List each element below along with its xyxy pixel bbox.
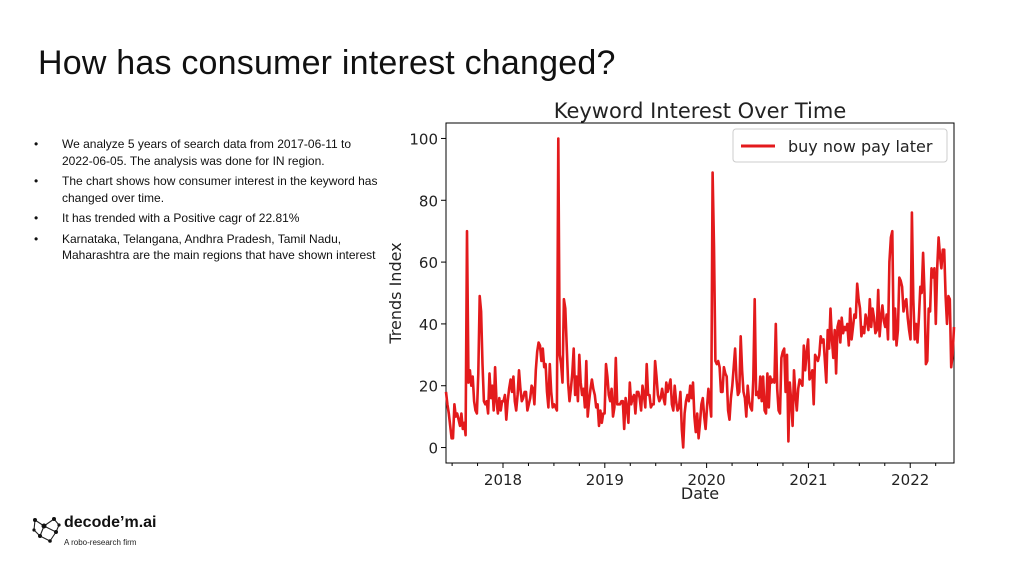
x-tick-label: 2022 xyxy=(891,471,929,489)
bullet-item: • The chart shows how consumer interest i… xyxy=(34,173,379,206)
trend-chart-svg: Keyword Interest Over Time 0 20 40 60 80 100 2… xyxy=(386,99,956,503)
bullet-item: • We analyze 5 years of search data from … xyxy=(34,136,379,169)
company-logo: decode’m.ai A robo-research firm xyxy=(32,512,232,556)
trend-chart: Keyword Interest Over Time 0 20 40 60 80 100 2… xyxy=(380,92,970,512)
bullet-glyph: • xyxy=(34,211,39,225)
plot-frame xyxy=(445,122,955,464)
bullet-item: • Karnataka, Telangana, Andhra Pradesh, T… xyxy=(34,231,379,264)
bullet-text: It has trended with a Positive cagr of 2… xyxy=(62,211,300,225)
bullet-glyph: • xyxy=(34,231,39,246)
y-tick-label: 60 xyxy=(419,254,438,272)
bullet-text: Karnataka, Telangana, Andhra Pradesh, Ta… xyxy=(62,231,376,263)
x-tick-label: 2019 xyxy=(586,471,624,489)
y-tick-label: 20 xyxy=(419,378,438,396)
bullet-text: We analyze 5 years of search data from 2… xyxy=(62,137,352,168)
legend-box xyxy=(732,128,948,163)
bullet-text: The chart shows how consumer interest in… xyxy=(62,174,378,205)
axis-ticks: 0 20 40 60 80 100 2018 2019 2020 2021 2022 xyxy=(409,130,937,489)
slide-title: How has consumer interest changed? xyxy=(38,44,616,82)
series-layer xyxy=(444,137,956,449)
legend-label: buy now pay later xyxy=(788,137,933,156)
x-tick-label: 2021 xyxy=(789,471,827,489)
brain-network-icon xyxy=(32,517,61,543)
logo-wordmark: decode’m.ai xyxy=(64,514,157,531)
bullet-glyph: • xyxy=(34,137,39,151)
series-line-0 xyxy=(444,137,956,449)
chart-title: Keyword Interest Over Time xyxy=(554,99,847,123)
y-tick-label: 0 xyxy=(428,440,438,458)
logo-tagline: A robo-research firm xyxy=(64,538,137,547)
x-tick-label: 2020 xyxy=(688,471,726,489)
y-tick-label: 100 xyxy=(409,130,438,148)
legend: buy now pay later xyxy=(732,128,948,163)
x-tick-label: 2018 xyxy=(484,471,522,489)
bullet-item: • It has trended with a Positive cagr of … xyxy=(34,210,379,227)
bullet-list: • We analyze 5 years of search data from … xyxy=(34,136,379,268)
y-axis-label: Trends Index xyxy=(386,242,405,344)
x-axis-label: Date xyxy=(681,484,719,503)
y-tick-label: 40 xyxy=(419,316,438,334)
y-tick-label: 80 xyxy=(419,192,438,210)
bullet-glyph: • xyxy=(34,174,39,188)
